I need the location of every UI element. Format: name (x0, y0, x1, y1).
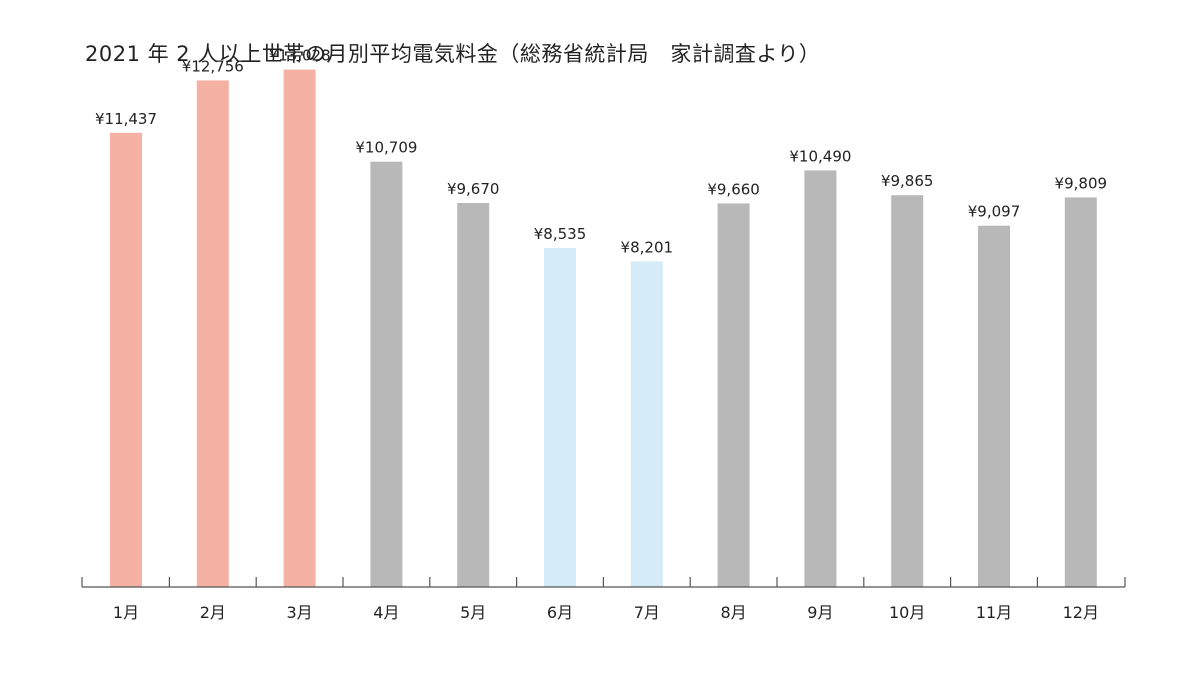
tick-label-8: 8月 (721, 603, 747, 622)
value-label-12: ¥9,809 (1055, 174, 1108, 192)
tick-label-11: 11月 (976, 603, 1012, 622)
tick-label-9: 9月 (807, 603, 833, 622)
value-label-11: ¥9,097 (968, 203, 1021, 221)
value-label-1: ¥11,437 (95, 110, 157, 128)
bar-10 (891, 195, 924, 587)
bar-1 (110, 132, 142, 588)
bars-layer (110, 69, 1097, 588)
tick-labels-layer: 1月 2月 3月 4月 5月 6月 7月 8月 9月 10月 11月 12月 (113, 603, 1099, 622)
tick-label-6: 6月 (547, 603, 573, 622)
value-label-6: ¥8,535 (534, 225, 587, 243)
tick-label-10: 10月 (889, 603, 925, 622)
value-label-10: ¥9,865 (881, 172, 934, 190)
value-label-2: ¥12,756 (182, 57, 244, 75)
bar-11 (978, 225, 1010, 587)
chart-title: 2021 年 2 人以上世帯の月別平均電気料金（総務省統計局 家計調査より） (85, 42, 821, 66)
value-labels-layer: ¥11,437 ¥12,756 ¥13,028 ¥10,709 ¥9,670 ¥8,535… (95, 47, 1107, 257)
bar-7 (630, 261, 663, 587)
bar-5 (457, 203, 490, 587)
bar-9 (804, 170, 837, 587)
tick-label-1: 1月 (113, 603, 139, 622)
tick-label-3: 3月 (287, 603, 313, 622)
bar-4 (370, 161, 403, 587)
tick-label-7: 7月 (634, 603, 660, 622)
value-label-9: ¥10,490 (789, 147, 851, 165)
bar-8 (717, 203, 750, 587)
value-label-5: ¥9,670 (447, 180, 500, 198)
tick-label-4: 4月 (373, 603, 399, 622)
value-label-3: ¥13,028 (269, 47, 331, 65)
bar-6 (544, 248, 576, 587)
value-label-4: ¥10,709 (355, 139, 417, 157)
value-label-7: ¥8,201 (621, 238, 674, 256)
tick-label-2: 2月 (200, 603, 226, 622)
x-axis (81, 577, 1126, 588)
tick-label-5: 5月 (460, 603, 486, 622)
bar-2 (196, 80, 229, 588)
tick-label-12: 12月 (1063, 603, 1099, 622)
bar-3 (283, 69, 316, 588)
value-label-8: ¥9,660 (707, 180, 760, 198)
bar-12 (1064, 197, 1097, 587)
